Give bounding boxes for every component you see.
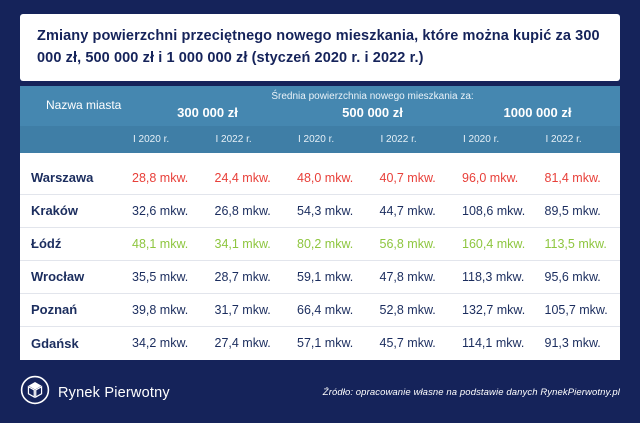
footer: Rynek Pierwotny Źródło: opracowanie włas… — [20, 373, 620, 413]
area-value: 96,0 mkw. — [462, 170, 519, 185]
city-name: Wrocław — [31, 269, 85, 285]
area-value: 26,8 mkw. — [214, 203, 271, 218]
area-value: 24,4 mkw. — [214, 170, 271, 185]
area-value: 56,8 mkw. — [379, 236, 436, 251]
city-name: Gdańsk — [31, 335, 79, 351]
area-value: 54,3 mkw. — [297, 203, 354, 218]
period-header-2022: I 2022 r. — [215, 133, 252, 145]
area-value: 108,6 mkw. — [462, 203, 526, 218]
title-box: Zmiany powierzchni przeciętnego nowego m… — [20, 14, 620, 81]
area-value: 34,1 mkw. — [214, 236, 271, 251]
period-header-2022: I 2022 r. — [380, 133, 417, 145]
rynek-pierwotny-logo-icon — [20, 375, 50, 410]
area-value: 31,7 mkw. — [214, 302, 271, 317]
area-value: 32,6 mkw. — [132, 203, 189, 218]
area-value: 66,4 mkw. — [297, 302, 354, 317]
area-value: 48,0 mkw. — [297, 170, 354, 185]
table-body: Warszawa 28,8 mkw. 24,4 mkw. 48,0 mkw. 4… — [20, 152, 620, 360]
table-header-top: Nazwa miasta Średnia powierzchnia nowego… — [20, 85, 620, 126]
period-header-2020: I 2020 r. — [133, 133, 170, 145]
period-header-2020: I 2020 r. — [463, 133, 500, 145]
page-title: Zmiany powierzchni przeciętnego nowego m… — [37, 28, 600, 67]
corner-header: Nazwa miasta — [46, 98, 122, 113]
area-value: 27,4 mkw. — [214, 336, 271, 351]
area-value: 80,2 mkw. — [297, 236, 354, 251]
area-value: 95,6 mkw. — [544, 269, 601, 284]
area-value: 105,7 mkw. — [544, 302, 608, 317]
area-value: 28,8 mkw. — [132, 170, 189, 185]
period-header-row: I 2020 r. I 2022 r. I 2020 r. I 2022 r. … — [20, 125, 620, 153]
area-value: 44,7 mkw. — [379, 203, 436, 218]
area-value: 47,8 mkw. — [379, 269, 436, 284]
table-row: Kraków 32,6 mkw. 26,8 mkw. 54,3 mkw. 44,… — [20, 195, 620, 228]
table-row: Poznań 39,8 mkw. 31,7 mkw. 66,4 mkw. 52,… — [20, 294, 620, 327]
area-value: 52,8 mkw. — [379, 302, 436, 317]
city-name: Warszawa — [31, 170, 94, 186]
area-value: 57,1 mkw. — [297, 336, 354, 351]
table-row: Wrocław 35,5 mkw. 28,7 mkw. 59,1 mkw. 47… — [20, 261, 620, 294]
area-value: 118,3 mkw. — [462, 269, 525, 284]
table-row: Warszawa 28,8 mkw. 24,4 mkw. 48,0 mkw. 4… — [20, 162, 620, 195]
area-value: 40,7 mkw. — [379, 170, 436, 185]
table-row: Gdańsk 34,2 mkw. 27,4 mkw. 57,1 mkw. 45,… — [20, 327, 620, 360]
area-value: 160,4 mkw. — [462, 236, 526, 251]
city-name: Kraków — [31, 203, 78, 219]
price-group-500k: 500 000 zł — [342, 104, 403, 120]
source-note: Źródło: opracowanie własne na podstawie … — [322, 387, 620, 399]
area-value: 81,4 mkw. — [544, 170, 601, 185]
price-group-300k: 300 000 zł — [177, 104, 238, 120]
table-row: Łódź 48,1 mkw. 34,1 mkw. 80,2 mkw. 56,8 … — [20, 228, 620, 261]
brand: Rynek Pierwotny — [20, 375, 170, 410]
city-name: Poznań — [31, 302, 78, 318]
area-value: 48,1 mkw. — [132, 236, 189, 251]
area-value: 34,2 mkw. — [132, 336, 189, 351]
brand-name: Rynek Pierwotny — [58, 384, 170, 401]
area-value: 28,7 mkw. — [214, 269, 271, 284]
area-value: 132,7 mkw. — [462, 302, 526, 317]
area-value: 89,5 mkw. — [544, 203, 601, 218]
apartment-area-table: Nazwa miasta Średnia powierzchnia nowego… — [20, 85, 620, 360]
area-value: 114,1 mkw. — [462, 336, 525, 351]
area-value: 91,3 mkw. — [544, 336, 601, 351]
price-group-1m: 1000 000 zł — [503, 104, 572, 120]
area-value: 35,5 mkw. — [132, 269, 189, 284]
period-header-2022: I 2022 r. — [545, 133, 582, 145]
area-value: 39,8 mkw. — [132, 302, 189, 317]
area-value: 113,5 mkw. — [544, 236, 607, 251]
period-header-2020: I 2020 r. — [298, 133, 335, 145]
group-header: Średnia powierzchnia nowego mieszkania z… — [271, 90, 474, 102]
header-main: Średnia powierzchnia nowego mieszkania z… — [125, 86, 620, 126]
table-header: Nazwa miasta Średnia powierzchnia nowego… — [20, 85, 620, 153]
area-value: 59,1 mkw. — [297, 269, 354, 284]
area-value: 45,7 mkw. — [379, 336, 436, 351]
city-name: Łódź — [31, 236, 62, 252]
price-group-row: 300 000 zł 500 000 zł 1000 000 zł — [125, 105, 620, 120]
